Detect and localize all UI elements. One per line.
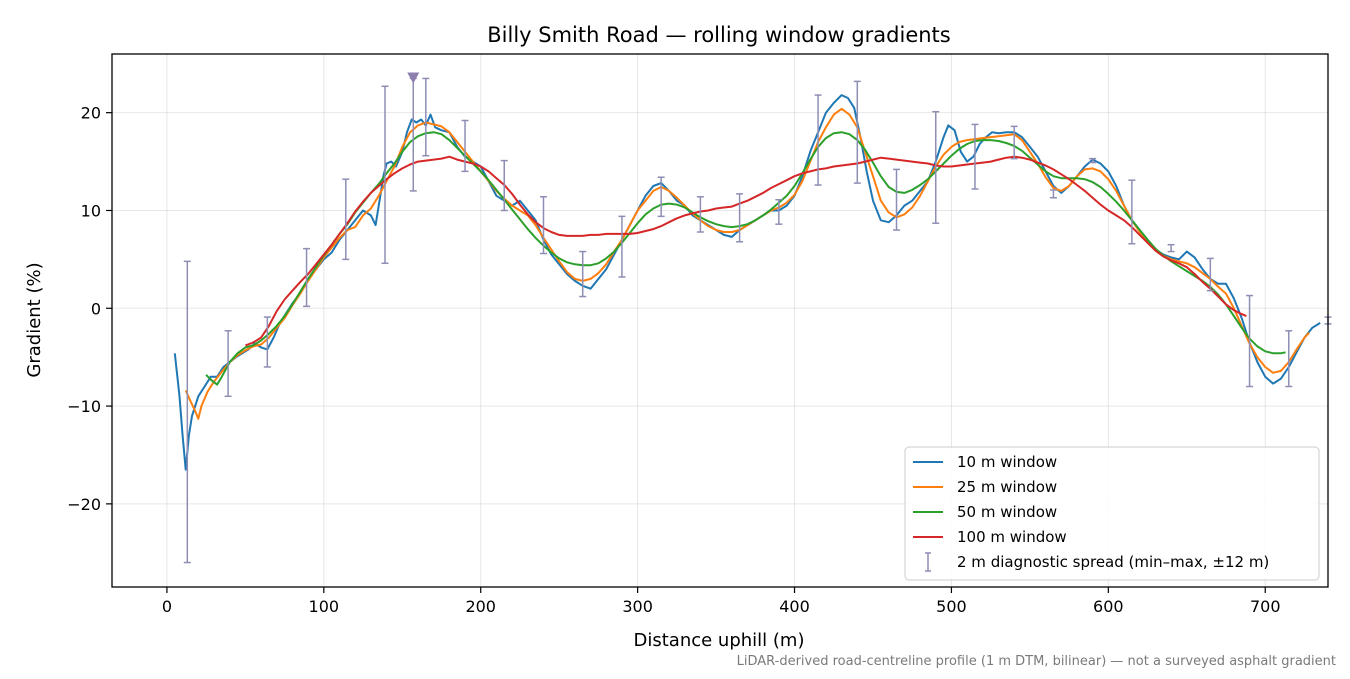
series-line-0 [173, 94, 1321, 471]
series-layer [173, 72, 1332, 564]
y-tick-label: −10 [67, 397, 101, 416]
peak-marker [407, 72, 420, 84]
x-tick-label: 200 [465, 597, 496, 616]
series-line-1 [184, 107, 1310, 420]
y-tick-label: 20 [81, 104, 101, 123]
errorbar-series [183, 77, 1332, 564]
y-tick-label: 0 [91, 299, 101, 318]
axes: 0 100 200 300 400 500 600 700 −20 −10 0 10 20 [67, 53, 1329, 616]
x-tick-label: 600 [1093, 597, 1124, 616]
grid [112, 54, 1328, 587]
legend-label: 100 m window [957, 528, 1067, 546]
x-tick-label: 0 [162, 597, 172, 616]
y-axis-label: Gradient (%) [24, 262, 45, 377]
y-tick-label: 10 [81, 201, 101, 220]
x-tick-label: 100 [309, 597, 340, 616]
y-tick-label: −20 [67, 495, 101, 514]
legend-label: 50 m window [957, 503, 1057, 521]
x-tick-label: 300 [622, 597, 653, 616]
series-line-2 [205, 131, 1286, 386]
x-tick-label: 500 [936, 597, 967, 616]
x-tick-label: 400 [779, 597, 810, 616]
legend-label: 2 m diagnostic spread (min–max, ±12 m) [957, 553, 1269, 571]
legend-label: 25 m window [957, 478, 1057, 496]
x-tick-label: 700 [1250, 597, 1281, 616]
legend-label: 10 m window [957, 453, 1057, 471]
legend: 10 m window 25 m window 50 m window 100 m w… [904, 446, 1320, 581]
legend-box [904, 446, 1320, 581]
plot-frame [111, 53, 1329, 588]
chart-title: Billy Smith Road — rolling window gradie… [487, 23, 951, 47]
x-axis-label: Distance uphill (m) [634, 630, 805, 651]
footnote: LiDAR-derived road-centreline profile (1… [737, 654, 1336, 669]
